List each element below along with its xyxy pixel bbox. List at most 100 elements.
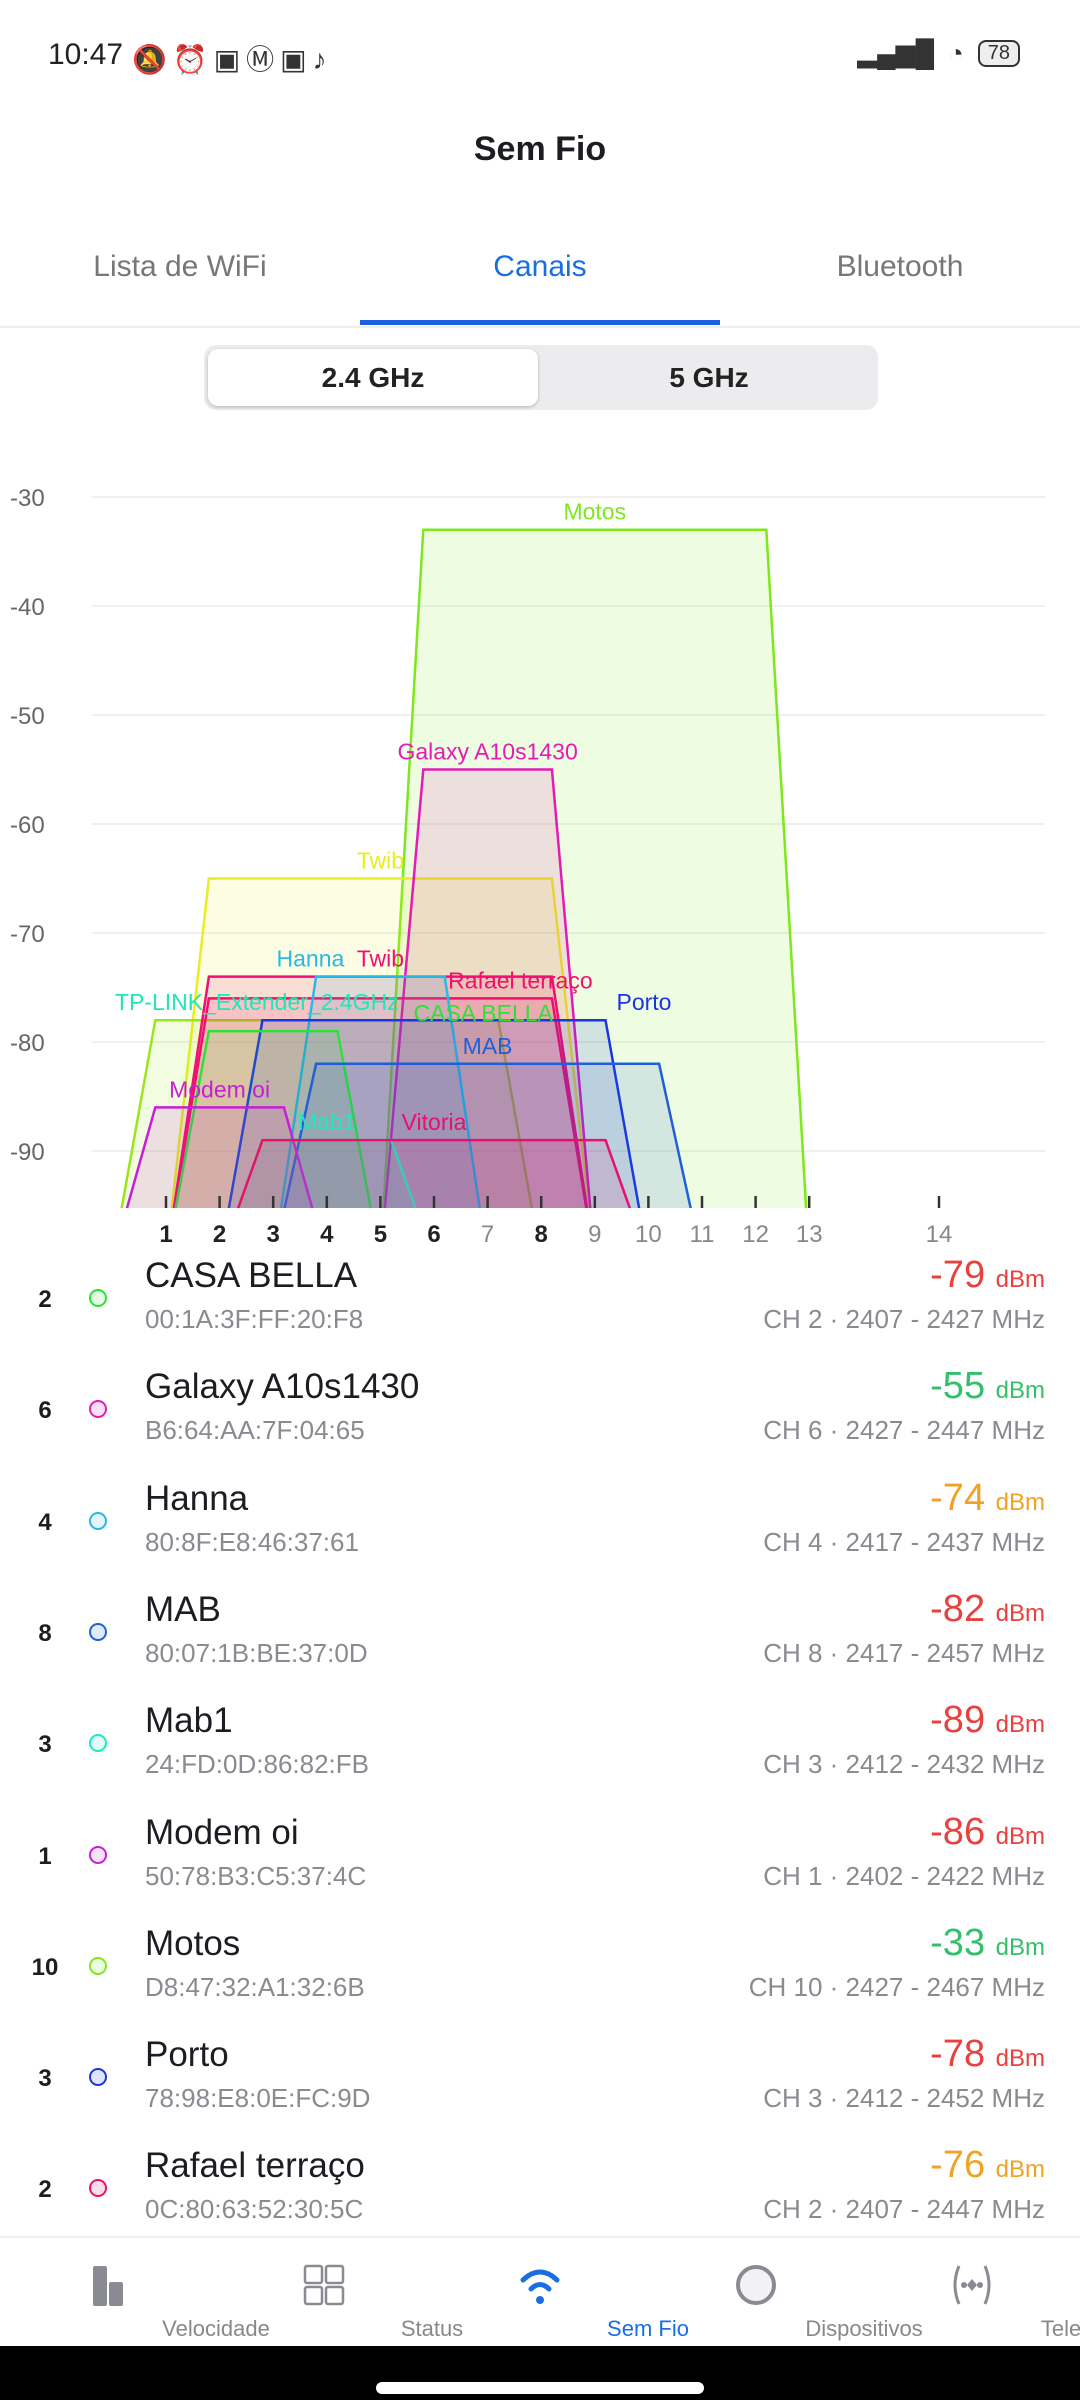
- signal-strength: -78 dBm: [930, 2033, 1045, 2076]
- signal-value: -89: [930, 1699, 986, 1742]
- nav-label: Velocidade: [162, 2316, 270, 2341]
- network-label: Twib: [357, 848, 404, 874]
- nav-status[interactable]: Status: [216, 2238, 463, 2348]
- teleport-icon: [953, 2265, 991, 2305]
- network-label: Motos: [563, 499, 626, 525]
- network-name: Modem oi: [145, 1812, 299, 1852]
- network-row[interactable]: 8 MAB 80:07:1B:BE:37:0D -82 dBm CH 8 · 2…: [0, 1580, 1080, 1691]
- x-tick-label: 13: [796, 1221, 823, 1248]
- tab-bluetooth[interactable]: Bluetooth: [836, 250, 964, 283]
- nav-velocidade[interactable]: Velocidade: [0, 2238, 270, 2348]
- channel-number: 10: [31, 1953, 59, 1981]
- channel-frequency: CH 2 · 2407 - 2427 MHz: [763, 1304, 1045, 1334]
- x-tick-label: 10: [635, 1221, 662, 1248]
- network-label: TP-LINK_Extender_2.4GHz: [115, 989, 399, 1015]
- signal-value: -76: [930, 2144, 986, 2187]
- network-row[interactable]: 1 Modem oi 50:78:B3:C5:37:4C -86 dBm CH …: [0, 1803, 1080, 1914]
- network-label: Twib: [357, 946, 404, 972]
- network-mac: 0C:80:63:52:30:5C: [145, 2194, 364, 2225]
- signal-unit: dBm: [995, 2156, 1045, 2184]
- channel-number: 2: [38, 2176, 52, 2204]
- x-tick-label: 7: [481, 1221, 494, 1248]
- divider: [0, 326, 1080, 328]
- x-tick-label: 2: [213, 1221, 226, 1248]
- signal-unit: dBm: [995, 1488, 1045, 1516]
- network-row[interactable]: 4 Hanna 80:8F:E8:46:37:61 -74 dBm CH 4 ·…: [0, 1469, 1080, 1580]
- channel-number: 3: [38, 2065, 52, 2093]
- network-mac: 24:FD:0D:86:82:FB: [145, 1749, 369, 1780]
- network-name: Rafael terraço: [145, 2146, 365, 2186]
- band-5ghz-button[interactable]: 5 GHz: [669, 362, 749, 393]
- network-trapezoid: [236, 1138, 632, 1208]
- grid-icon: [303, 2264, 345, 2306]
- signal-value: -78: [930, 2033, 986, 2076]
- network-color-icon: [89, 1845, 107, 1864]
- x-tick-label: 5: [374, 1221, 387, 1248]
- status-time: 10:47: [48, 38, 124, 71]
- signal-icon: ▂▄▆█: [857, 38, 935, 68]
- signal-value: -79: [930, 1254, 986, 1296]
- network-color-icon: [89, 1511, 107, 1530]
- status-bar: 10:47 🔕⏰▣Ⓜ▣♪ ▂▄▆█ ◔ 78: [0, 0, 1080, 110]
- network-color-icon: [89, 2179, 107, 2198]
- home-indicator[interactable]: [376, 2382, 704, 2394]
- nav-label: Teleport: [1040, 2316, 1080, 2341]
- network-row[interactable]: 3 Porto 78:98:E8:0E:FC:9D -78 dBm CH 3 ·…: [0, 2025, 1080, 2136]
- network-name: MAB: [145, 1589, 221, 1629]
- channel-number: 1: [38, 1842, 52, 1870]
- signal-strength: -74 dBm: [930, 1477, 1045, 1520]
- network-name: CASA BELLA: [145, 1256, 358, 1295]
- channel-frequency: CH 10 · 2427 - 2467 MHz: [748, 1971, 1045, 2002]
- signal-value: -33: [930, 1921, 986, 1964]
- network-color-icon: [89, 1400, 107, 1419]
- nav-label: Dispositivos: [805, 2316, 923, 2341]
- signal-strength: -86 dBm: [930, 1811, 1045, 1854]
- x-tick-label: 12: [742, 1221, 769, 1248]
- network-mac: 00:1A:3F:FF:20:F8: [145, 1304, 364, 1334]
- nav-sem-fio[interactable]: Sem Fio: [432, 2238, 689, 2348]
- band-selector: 2.4 GHz 5 GHz: [204, 345, 878, 410]
- network-row[interactable]: 2 CASA BELLA 00:1A:3F:FF:20:F8 -79 dBm C…: [0, 1246, 1080, 1357]
- x-tick-label: 6: [427, 1221, 440, 1248]
- network-label: Vitoria: [402, 1109, 467, 1135]
- system-icons: ▂▄▆█ ◔ 78: [857, 38, 1020, 69]
- network-row[interactable]: 10 Motos D8:47:32:A1:32:6B -33 dBm CH 10…: [0, 1914, 1080, 2025]
- signal-strength: -55 dBm: [930, 1365, 1045, 1408]
- signal-value: -55: [930, 1365, 986, 1408]
- x-tick-label: 9: [588, 1221, 601, 1248]
- nav-dispositivos[interactable]: Dispositivos: [648, 2238, 923, 2348]
- channel-frequency: CH 8 · 2417 - 2457 MHz: [763, 1637, 1045, 1668]
- network-row[interactable]: 6 Galaxy A10s1430 B6:64:AA:7F:04:65 -55 …: [0, 1357, 1080, 1468]
- network-row[interactable]: 3 Mab1 24:FD:0D:86:82:FB -89 dBm CH 3 · …: [0, 1691, 1080, 1802]
- network-trapezoid: [279, 975, 481, 1208]
- channel-frequency: CH 1 · 2402 - 2422 MHz: [763, 1860, 1045, 1891]
- y-tick-label: -90: [10, 1139, 45, 1166]
- signal-unit: dBm: [995, 1822, 1045, 1850]
- signal-unit: dBm: [995, 1711, 1045, 1739]
- y-tick-label: -60: [10, 812, 45, 839]
- channel-frequency: CH 3 · 2412 - 2432 MHz: [763, 1749, 1045, 1780]
- channel-number: 4: [38, 1508, 52, 1536]
- y-tick-label: -30: [10, 485, 45, 512]
- signal-unit: dBm: [995, 1933, 1045, 1961]
- network-color-icon: [89, 1289, 107, 1307]
- tab-wifi-list[interactable]: Lista de WiFi: [93, 250, 267, 283]
- y-tick-label: -70: [10, 921, 45, 948]
- x-tick-label: 14: [926, 1221, 953, 1248]
- signal-unit: dBm: [995, 2045, 1045, 2073]
- network-name: Porto: [145, 2035, 229, 2075]
- network-name: Motos: [145, 1923, 241, 1963]
- nav-teleport[interactable]: Teleport: [864, 2238, 1080, 2348]
- signal-unit: dBm: [995, 1377, 1045, 1405]
- network-row[interactable]: 2 Rafael terraço 0C:80:63:52:30:5C -76 d…: [0, 2136, 1080, 2247]
- channel-number: 3: [38, 1731, 52, 1759]
- network-mac: B6:64:AA:7F:04:65: [145, 1415, 365, 1446]
- network-label: MAB: [463, 1033, 513, 1059]
- network-trapezoid: [172, 975, 589, 1208]
- channel-frequency: CH 2 · 2407 - 2447 MHz: [763, 2194, 1045, 2225]
- nav-label: Status: [400, 2316, 464, 2341]
- y-tick-label: -80: [10, 1030, 45, 1057]
- y-tick-label: -50: [10, 703, 45, 730]
- band-2-4ghz-button[interactable]: 2.4 GHz: [208, 349, 538, 406]
- tab-channels[interactable]: Canais: [493, 250, 587, 283]
